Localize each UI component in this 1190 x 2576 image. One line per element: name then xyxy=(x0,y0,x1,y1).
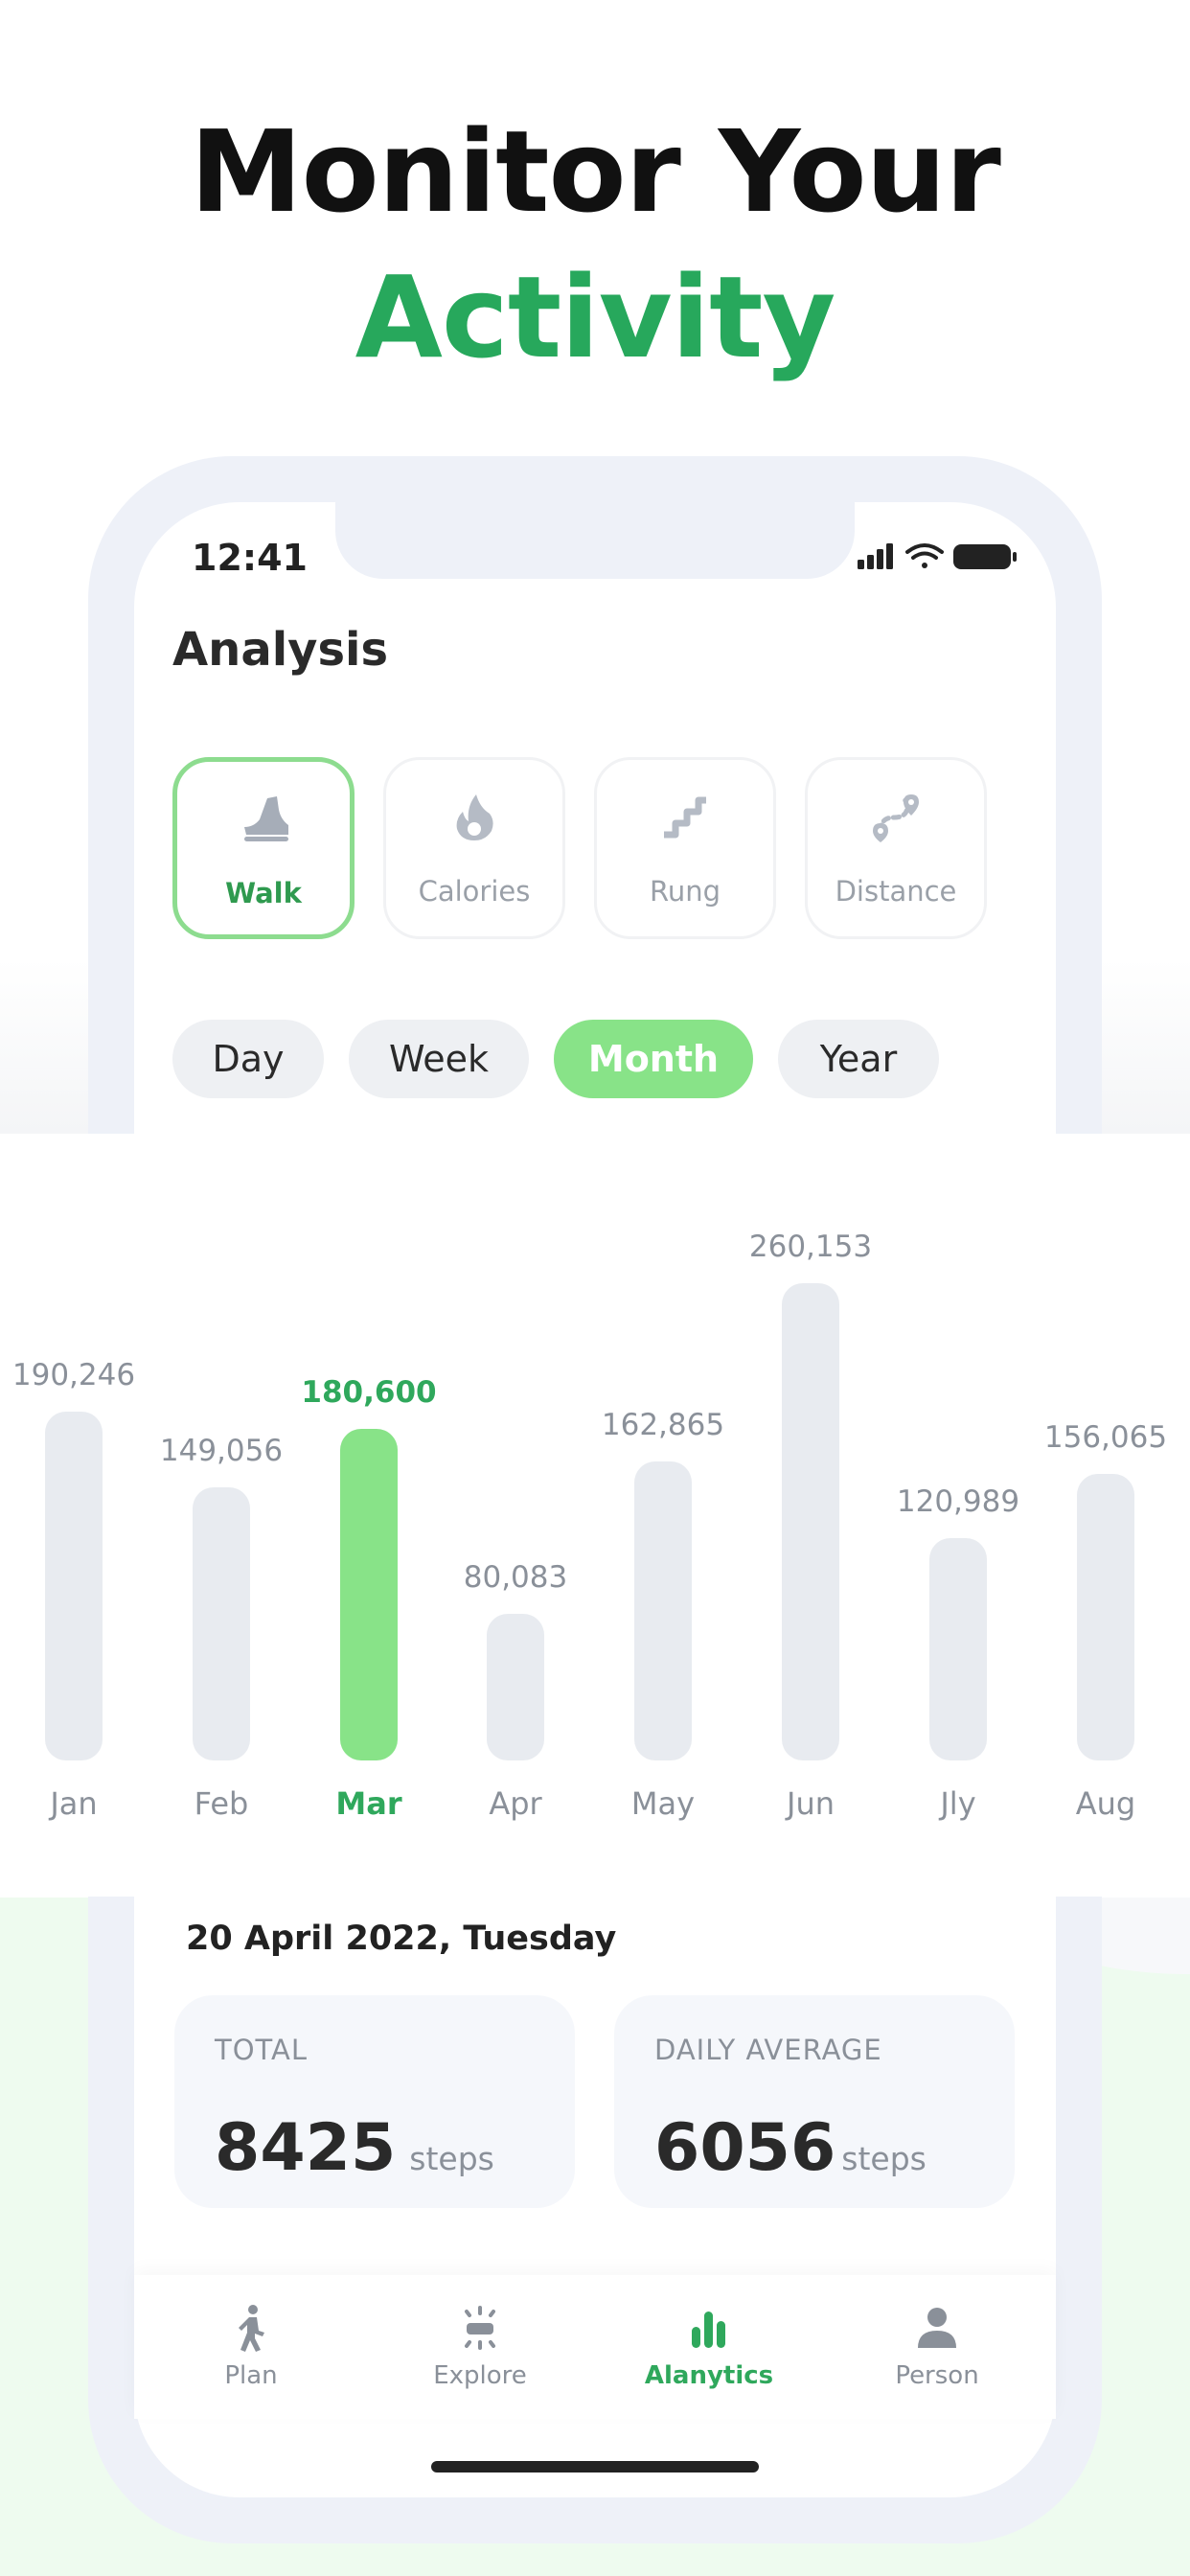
tab-plan[interactable]: Plan xyxy=(155,2304,347,2390)
bar-value-label: 156,065 xyxy=(1043,1420,1168,1455)
tab-explore[interactable]: Explore xyxy=(384,2304,576,2390)
bar-value-label: 260,153 xyxy=(748,1230,873,1264)
daily-average-value: 6056 xyxy=(654,2110,836,2186)
period-day[interactable]: Day xyxy=(172,1020,324,1098)
x-tick-label: Feb xyxy=(194,1785,249,1822)
card-rung[interactable]: Rung xyxy=(594,757,776,939)
analytics-icon xyxy=(692,2312,725,2348)
bar-value-label: 149,056 xyxy=(159,1434,284,1468)
daily-average-label: DAILY AVERAGE xyxy=(654,2034,882,2066)
tab-label: Plan xyxy=(224,2361,278,2390)
status-time: 12:41 xyxy=(192,537,308,579)
total-card: TOTAL 8425 steps xyxy=(174,1995,575,2208)
wifi-icon xyxy=(905,543,944,568)
shoe-icon xyxy=(244,796,288,841)
headline-line2: Activity xyxy=(355,251,836,383)
period-week[interactable]: Week xyxy=(349,1020,529,1098)
card-label: Rung xyxy=(649,875,721,908)
x-tick-label: May xyxy=(630,1785,696,1822)
explore-icon xyxy=(465,2306,495,2350)
status-icons xyxy=(858,543,1017,569)
daily-average-value-row: 6056 steps xyxy=(654,2110,927,2186)
x-tick-label: Mar xyxy=(335,1785,402,1822)
bar-value-label: 180,600 xyxy=(301,1375,437,1410)
headline-line1: Monitor Your xyxy=(190,105,1001,238)
x-tick-label: Jan xyxy=(50,1785,98,1822)
daily-average-unit: steps xyxy=(841,2140,927,2177)
walking-person-icon xyxy=(239,2305,264,2352)
page-title: Analysis xyxy=(172,623,389,677)
total-value-row: 8425 steps xyxy=(215,2110,494,2186)
x-tick-label: Jly xyxy=(940,1785,976,1822)
bar-jan[interactable] xyxy=(45,1412,103,1760)
bar-mar[interactable] xyxy=(340,1429,398,1760)
bar-value-label: 162,865 xyxy=(601,1408,725,1442)
bar-jly[interactable] xyxy=(929,1538,987,1760)
card-label: Calories xyxy=(418,875,531,908)
card-distance[interactable]: Distance xyxy=(805,757,987,939)
person-icon xyxy=(918,2308,956,2348)
bar-value-label: 120,989 xyxy=(896,1484,1020,1519)
battery-icon xyxy=(953,544,1017,569)
tab-analytics[interactable]: Alanytics xyxy=(613,2304,805,2390)
x-tick-label: Aug xyxy=(1075,1785,1136,1822)
total-value: 8425 xyxy=(215,2110,397,2186)
bar-aug[interactable] xyxy=(1077,1474,1134,1760)
daily-average-card: DAILY AVERAGE 6056 steps xyxy=(614,1995,1015,2208)
tab-person[interactable]: Person xyxy=(841,2304,1033,2390)
bar-feb[interactable] xyxy=(193,1487,250,1760)
tab-bar: Plan Explore Alanytics Person xyxy=(134,2275,1056,2419)
card-calories[interactable]: Calories xyxy=(383,757,565,939)
x-tick-label: Apr xyxy=(489,1785,542,1822)
bar-value-label: 190,246 xyxy=(11,1358,136,1392)
total-label: TOTAL xyxy=(215,2034,308,2066)
stairs-icon xyxy=(664,796,706,839)
home-indicator xyxy=(431,2461,759,2472)
period-month[interactable]: Month xyxy=(554,1020,753,1098)
summary-date: 20 April 2022, Tuesday xyxy=(186,1920,617,1958)
tab-label: Explore xyxy=(433,2361,527,2390)
card-walk[interactable]: Walk xyxy=(172,757,355,939)
signal-icon xyxy=(858,543,893,569)
route-icon xyxy=(873,794,919,842)
flame-icon xyxy=(456,794,493,840)
bar-jun[interactable] xyxy=(782,1283,839,1760)
x-tick-label: Jun xyxy=(787,1785,835,1822)
card-label: Walk xyxy=(225,877,302,909)
bar-apr[interactable] xyxy=(487,1614,544,1760)
total-unit: steps xyxy=(409,2140,494,2177)
bar-value-label: 80,083 xyxy=(463,1560,568,1595)
notch xyxy=(335,502,855,579)
monthly-bar-chart: 190,246 Jan 149,056 Feb 180,600 Mar 80,083 Apr 1… xyxy=(0,1134,1190,1897)
tab-label: Person xyxy=(895,2361,979,2390)
period-year[interactable]: Year xyxy=(778,1020,939,1098)
bar-may[interactable] xyxy=(634,1461,692,1760)
tab-label: Alanytics xyxy=(644,2361,774,2390)
card-label: Distance xyxy=(835,875,957,908)
